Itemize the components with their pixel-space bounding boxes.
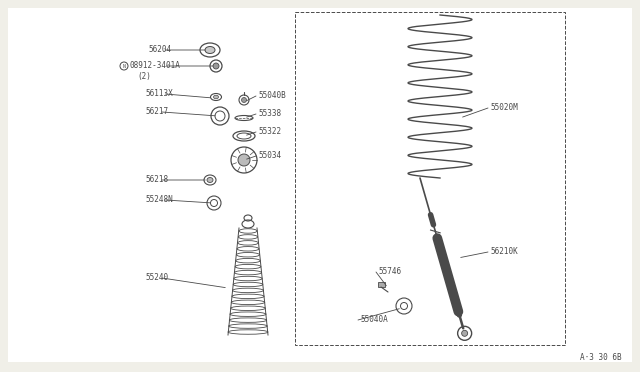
- Text: 56218: 56218: [145, 176, 168, 185]
- Text: 55040A: 55040A: [360, 315, 388, 324]
- Text: 56210K: 56210K: [490, 247, 518, 257]
- Text: 55020M: 55020M: [490, 103, 518, 112]
- Ellipse shape: [205, 46, 215, 54]
- Ellipse shape: [207, 177, 213, 183]
- Text: 55248N: 55248N: [145, 196, 173, 205]
- Text: 56113X: 56113X: [145, 90, 173, 99]
- Text: 55034: 55034: [258, 151, 281, 160]
- Text: (2): (2): [137, 73, 151, 81]
- Circle shape: [461, 330, 468, 336]
- Bar: [378, 282, 385, 287]
- Text: 08912-3401A: 08912-3401A: [129, 61, 180, 71]
- Circle shape: [238, 154, 250, 166]
- Text: 55322: 55322: [258, 128, 281, 137]
- Ellipse shape: [214, 95, 218, 99]
- Text: N: N: [123, 64, 125, 68]
- Text: 55040B: 55040B: [258, 92, 285, 100]
- Text: A·3 30 6B: A·3 30 6B: [580, 353, 621, 362]
- Circle shape: [213, 63, 219, 69]
- Text: 55338: 55338: [258, 109, 281, 119]
- Text: 56204: 56204: [148, 45, 171, 55]
- Text: 55746: 55746: [378, 267, 401, 276]
- Circle shape: [241, 97, 246, 103]
- Text: 55240: 55240: [145, 273, 168, 282]
- Text: 56217: 56217: [145, 108, 168, 116]
